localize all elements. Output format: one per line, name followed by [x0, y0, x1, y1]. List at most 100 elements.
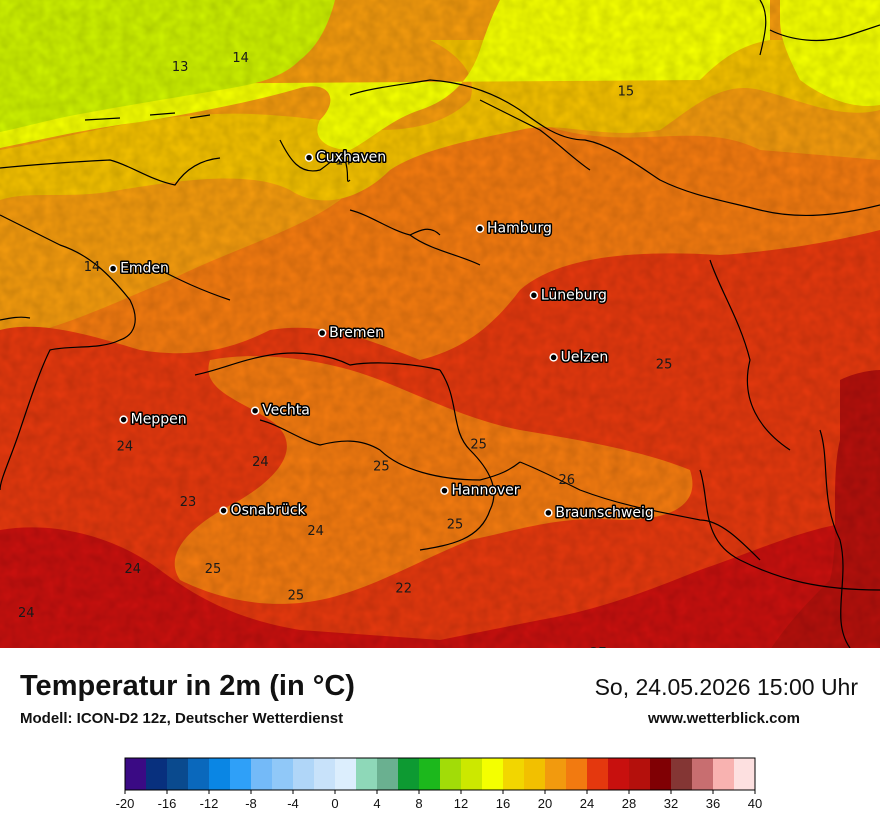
city-dot	[119, 415, 128, 424]
city-dot	[475, 224, 485, 233]
legend-swatch	[440, 758, 462, 790]
website-link[interactable]: www.wetterblick.com	[648, 710, 800, 727]
legend-swatch	[587, 758, 609, 790]
legend-swatch	[545, 758, 567, 790]
value-label: 25	[205, 562, 222, 577]
city-label: Lüneburg	[541, 287, 607, 303]
value-label: 14	[232, 51, 249, 66]
footer: Temperatur in 2m (in °C) Modell: ICON-D2…	[0, 648, 880, 830]
legend-swatch	[272, 758, 294, 790]
legend-tick-label: 12	[454, 796, 468, 811]
legend-swatch	[230, 758, 252, 790]
city-label: Uelzen	[561, 349, 609, 365]
city-dot	[219, 506, 228, 515]
legend-swatch	[629, 758, 651, 790]
legend-bars	[124, 757, 756, 791]
value-label: 25	[656, 358, 673, 373]
city-dot	[250, 406, 260, 415]
legend-tick-label: -16	[158, 796, 177, 811]
city-dot	[440, 486, 449, 495]
legend-swatch	[482, 758, 504, 790]
city-label: Cuxhaven	[316, 150, 386, 166]
value-label: 24	[125, 562, 142, 577]
forecast-datetime: So, 24.05.2026 15:00 Uhr	[594, 674, 858, 700]
legend-swatch	[188, 758, 210, 790]
value-label: 13	[172, 60, 189, 75]
value-label: 26	[558, 473, 575, 488]
value-label: 24	[117, 440, 134, 455]
legend-swatch	[608, 758, 630, 790]
legend-tick-label: 20	[538, 796, 552, 811]
legend-swatch	[566, 758, 588, 790]
legend-swatch	[650, 758, 672, 790]
city-dot	[529, 291, 539, 300]
city-label: Meppen	[131, 412, 187, 428]
value-label: 25	[288, 588, 305, 603]
value-label: 14	[84, 260, 101, 275]
borders	[0, 0, 880, 648]
city-dot	[317, 328, 327, 338]
legend-swatch	[356, 758, 378, 790]
city-label: Braunschweig	[555, 505, 653, 521]
value-label: 24	[18, 606, 35, 621]
legend-swatch	[251, 758, 273, 790]
legend-swatch	[713, 758, 735, 790]
temperature-map: 1314141514252425242526232425242524252223…	[0, 0, 880, 648]
city-markers: Cuxhaven Hamburg Emden Lüneburg Bremen Uelzen…	[108, 148, 655, 522]
legend-tick-label: -12	[200, 796, 219, 811]
legend-tick-label: 40	[748, 796, 762, 811]
legend-swatch	[734, 758, 756, 790]
city-dot	[304, 153, 314, 162]
city-label: Bremen	[329, 325, 384, 341]
legend-swatch	[293, 758, 315, 790]
city-label: Hamburg	[487, 221, 552, 237]
legend-swatch	[461, 758, 483, 790]
city-label: Osnabrück	[231, 503, 307, 519]
city-dot	[108, 264, 118, 273]
legend-swatch	[167, 758, 189, 790]
legend-swatch	[335, 758, 357, 790]
legend-tick-label: 32	[664, 796, 678, 811]
legend-swatch	[419, 758, 441, 790]
legend-tick-label: 4	[373, 796, 380, 811]
legend-tick-label: -8	[245, 796, 257, 811]
city-label: Vechta	[262, 403, 310, 419]
city-label: Hannover	[451, 483, 519, 499]
legend-swatch	[503, 758, 525, 790]
city-dot	[544, 508, 553, 518]
legend-frame	[124, 757, 756, 791]
field-grain	[0, 0, 880, 648]
value-label: 25	[447, 517, 464, 532]
legend-ticks: -20 -16 -12 -8 -4 0 4 8 12 16 20 24 28 32 36 40	[116, 790, 762, 811]
legend-swatch	[146, 758, 168, 790]
value-labels: 1314141514252425242526232425242524252223…	[18, 51, 673, 648]
value-label: 25	[470, 437, 487, 452]
legend-swatch	[671, 758, 693, 790]
value-label: 15	[618, 84, 635, 99]
legend-tick-label: 28	[622, 796, 636, 811]
value-label: 14	[335, 153, 352, 168]
legend-tick-label: -4	[287, 796, 299, 811]
color-legend: -20 -16 -12 -8 -4 0 4 8 12 16 20 24 28 32 36 40	[116, 757, 762, 811]
legend-tick-label: 8	[415, 796, 422, 811]
legend-swatch	[398, 758, 420, 790]
value-label: 22	[395, 582, 412, 597]
city-label: Emden	[120, 261, 169, 277]
legend-tick-label: 16	[496, 796, 510, 811]
legend-swatch	[209, 758, 231, 790]
legend-tick-label: -20	[116, 796, 135, 811]
legend-tick-label: 24	[580, 796, 594, 811]
legend-tick-label: 36	[706, 796, 720, 811]
legend-swatch	[377, 758, 399, 790]
value-label: 25	[373, 460, 390, 475]
legend-tick-label: 0	[331, 796, 338, 811]
value-label: 24	[252, 455, 269, 470]
legend-swatch	[692, 758, 714, 790]
city-dot	[549, 353, 558, 362]
model-info: Modell: ICON-D2 12z, Deutscher Wetterdie…	[20, 710, 344, 727]
legend-swatch	[125, 758, 147, 790]
legend-swatch	[524, 758, 546, 790]
value-label: 24	[307, 524, 324, 539]
map-title: Temperatur in 2m (in °C)	[20, 670, 355, 702]
value-label: 27	[590, 646, 607, 648]
